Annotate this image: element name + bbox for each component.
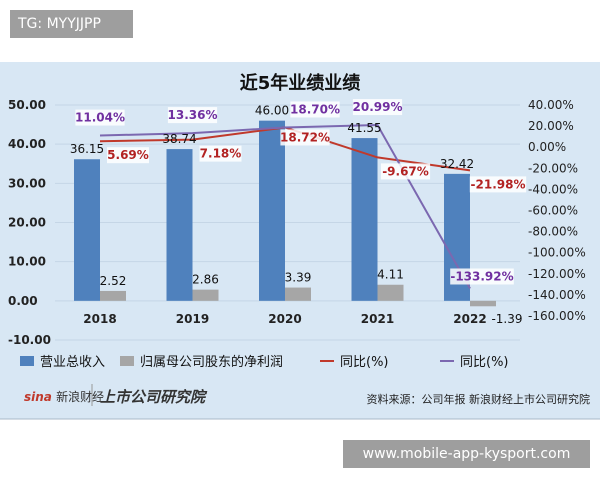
line-data-label: 20.99%	[353, 100, 403, 114]
line-label-bg	[450, 268, 514, 285]
site-label: www.mobile-app-kysport.com	[343, 440, 590, 468]
x-tick-label: 2019	[176, 312, 209, 326]
legend-label: 同比(%)	[460, 355, 509, 370]
bar-data-label: 32.42	[440, 157, 474, 171]
line-label-bg	[107, 147, 149, 164]
bar-revenue	[166, 149, 193, 301]
line-label-bg	[167, 107, 218, 124]
bar-revenue	[259, 120, 285, 301]
source-note: 资料来源：公司年报 新浪财经上市公司研究院	[367, 392, 591, 406]
bar-data-label: 4.11	[377, 268, 404, 282]
line-data-label: 5.69%	[107, 148, 149, 162]
bar-data-label: 3.39	[285, 271, 312, 285]
bar-net-profit	[192, 289, 219, 301]
y-right-tick-label: -40.00%	[528, 182, 578, 196]
bar-data-label: 2.86	[192, 273, 219, 287]
line-label-bg	[75, 109, 125, 126]
y-right-tick-label: -100.00%	[528, 246, 586, 260]
line-label-bg	[380, 163, 431, 180]
y-right-tick-label: 20.00%	[528, 119, 574, 133]
bar-revenue	[74, 159, 100, 301]
bar-net-profit	[377, 284, 404, 301]
y-right-tick-label: -120.00%	[528, 267, 586, 281]
bar-net-profit	[470, 300, 496, 307]
research-institute-logo: 上市公司研究院	[100, 388, 208, 406]
chart-title: 近5年业绩业绩	[240, 72, 361, 94]
legend-swatch	[20, 356, 34, 366]
legend-label: 营业总收入	[40, 355, 105, 370]
line-data-label: 13.36%	[168, 108, 218, 122]
bar-net-profit	[285, 287, 311, 301]
y-left-tick-label: 50.00	[8, 98, 46, 112]
line-label-bg	[290, 101, 340, 118]
bar-data-label: -1.39	[491, 312, 522, 326]
bar-data-label: 2.52	[100, 274, 127, 288]
y-right-tick-label: -80.00%	[528, 225, 578, 239]
y-right-tick-label: -140.00%	[528, 288, 586, 302]
legend-swatch	[120, 356, 134, 366]
line-label-bg	[469, 176, 527, 193]
bar-net-profit	[100, 290, 126, 301]
line-data-label: -21.98%	[471, 177, 526, 191]
y-left-tick-label: 0.00	[8, 294, 38, 308]
y-right-tick-label: 40.00%	[528, 98, 574, 112]
line-label-bg	[352, 99, 403, 116]
line-data-label: -133.92%	[450, 269, 513, 283]
x-tick-label: 2020	[268, 312, 301, 326]
y-right-tick-label: -60.00%	[528, 204, 578, 218]
y-right-tick-label: 0.00%	[528, 140, 566, 154]
x-tick-label: 2022	[453, 312, 486, 326]
bar-data-label: 36.15	[70, 142, 104, 156]
x-tick-label: 2021	[361, 312, 394, 326]
line-label-bg	[280, 129, 330, 146]
line-series-yoy	[99, 124, 471, 289]
y-left-tick-label: -10.00	[8, 333, 51, 347]
legend-label: 归属母公司股东的净利润	[140, 354, 283, 370]
line-data-label: 11.04%	[75, 111, 125, 125]
y-right-tick-label: -20.00%	[528, 161, 578, 175]
bar-revenue	[351, 138, 378, 301]
line-data-label: 18.72%	[280, 130, 330, 144]
line-data-label: 7.18%	[200, 147, 242, 161]
bar-data-label: 41.55	[347, 121, 381, 135]
bar-data-label: 46.00	[255, 104, 289, 118]
y-left-tick-label: 40.00	[8, 137, 46, 151]
legend-label: 同比(%)	[340, 355, 389, 370]
x-tick-label: 2018	[83, 312, 116, 326]
overlay-tag: TG: MYYJJPP	[10, 10, 133, 38]
line-data-label: -9.67%	[382, 164, 429, 178]
y-left-tick-label: 30.00	[8, 176, 46, 190]
y-left-tick-label: 10.00	[8, 255, 46, 269]
y-right-tick-label: -160.00%	[528, 309, 586, 323]
y-left-tick-label: 20.00	[8, 216, 46, 230]
line-data-label: 18.70%	[290, 102, 340, 116]
bar-data-label: 38.74	[162, 132, 196, 146]
line-label-bg	[199, 145, 242, 162]
